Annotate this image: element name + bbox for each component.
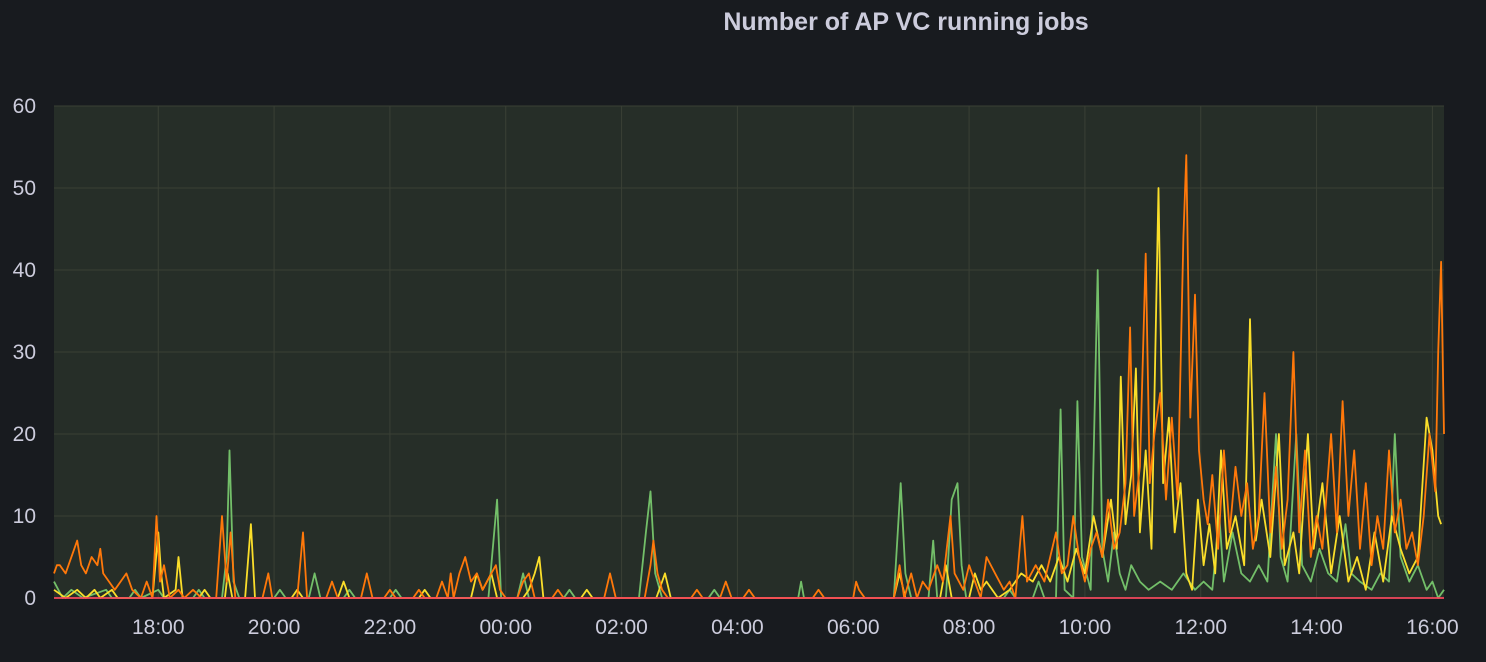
y-tick-label: 40: [13, 259, 36, 282]
x-tick-label: 14:00: [1290, 616, 1343, 639]
x-tick-label: 02:00: [595, 616, 648, 639]
x-tick-label: 12:00: [1174, 616, 1227, 639]
x-tick-label: 08:00: [943, 616, 996, 639]
series-line-green[interactable]: [53, 269, 1445, 599]
x-tick-label: 16:00: [1406, 616, 1459, 639]
x-tick-label: 22:00: [364, 616, 417, 639]
y-tick-label: 30: [13, 341, 36, 364]
y-tick-label: 10: [13, 505, 36, 528]
y-tick-label: 50: [13, 177, 36, 200]
x-tick-label: 00:00: [479, 616, 532, 639]
x-tick-label: 04:00: [711, 616, 764, 639]
x-tick-label: 20:00: [248, 616, 301, 639]
y-tick-label: 20: [13, 423, 36, 446]
x-tick-label: 18:00: [132, 616, 185, 639]
x-tick-label: 06:00: [827, 616, 880, 639]
y-tick-label: 60: [13, 95, 36, 118]
chart-title: Number of AP VC running jobs: [723, 8, 1089, 36]
x-tick-label: 10:00: [1059, 616, 1112, 639]
y-tick-label: 0: [24, 587, 36, 610]
